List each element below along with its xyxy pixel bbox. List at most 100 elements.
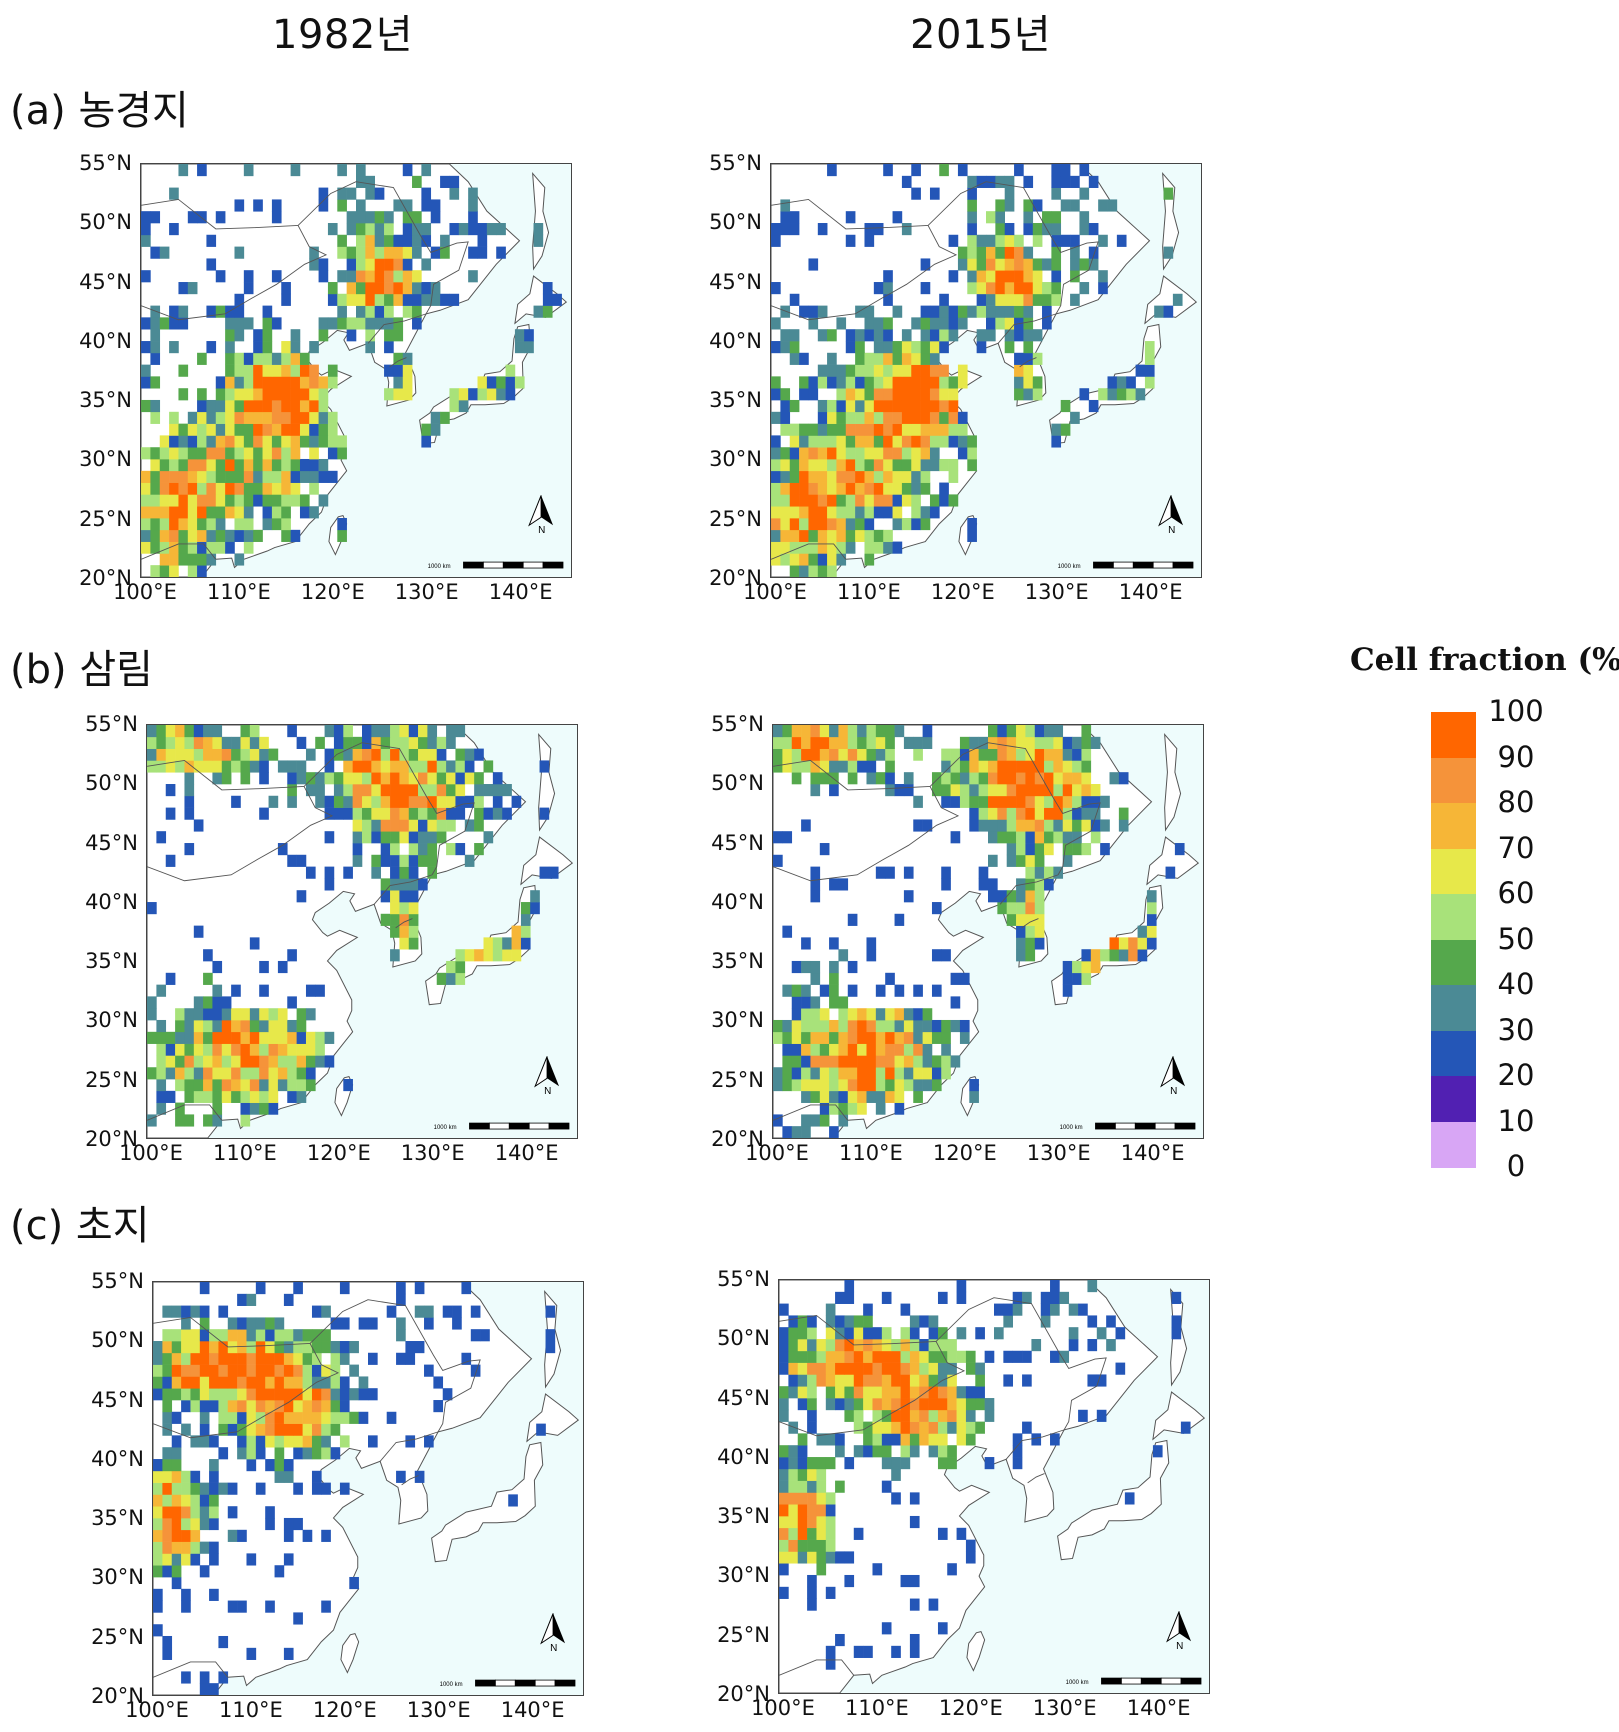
grid-cell [436,819,447,832]
lat-tick-label: 50°N [709,210,762,235]
grid-cell [283,1517,294,1531]
grid-cell [511,949,522,962]
grid-cell [847,748,858,761]
grid-cell [246,1329,257,1342]
grid-cell [181,1470,191,1483]
grid-cell [967,435,977,448]
grid-cell [873,282,884,295]
grid-cell [788,1515,799,1529]
grid-cell [502,937,512,950]
grid-cell [165,1090,176,1103]
grid-cell [209,1470,219,1483]
grid-cell [358,1388,369,1401]
grid-cell [356,258,366,271]
grid-cell [791,1067,802,1080]
grid-cell [184,1055,195,1068]
grid-cell [866,949,877,962]
grid-cell [1014,376,1024,389]
grid-cell [321,1529,331,1542]
grid-cell [193,1031,204,1044]
grid-cell [281,293,291,306]
grid-cell [1044,878,1054,891]
lat-tick-label: 20°N [709,566,762,590]
country-border [389,357,407,368]
grid-cell [836,447,847,460]
grid-cell [901,435,912,448]
grid-cell [181,1529,191,1542]
legend-swatch [1431,985,1476,1031]
grid-cell [969,1078,979,1092]
grid-cell [853,1421,864,1434]
grid-cell [255,1435,266,1448]
grid-cell [156,831,167,844]
grid-cell [390,902,400,915]
grid-cell [825,1398,836,1411]
lat-tick-label: 45°N [85,830,138,855]
grid-cell [1016,902,1026,915]
lat-tick-label: 40°N [79,328,132,353]
grid-cell [827,553,837,566]
grid-cell [969,819,979,832]
grid-cell [911,317,921,330]
grid-cell [789,506,800,519]
grid-cell [801,1114,811,1127]
grid-cell [857,1055,867,1068]
grid-cell [913,748,923,761]
grid-cell [881,1374,892,1387]
north-arrow-label: N [1170,1086,1177,1097]
grid-cell [1051,234,1062,247]
grid-cell [975,1398,985,1411]
grid-cell [346,223,357,236]
grid-cell [427,866,438,879]
grid-cell [362,760,372,773]
grid-cell [827,541,837,554]
grid-cell [234,482,245,495]
grid-cell [380,843,391,856]
grid-cell [218,1423,229,1436]
grid-cell [976,175,987,188]
grid-cell [920,506,931,519]
grid-cell [337,199,347,212]
grid-cell [190,1352,201,1365]
grid-cell [227,1411,238,1424]
grid-cell [863,1386,873,1399]
grid-cell [825,1645,836,1658]
grid-cell [782,1067,793,1080]
grid-cell [817,506,828,519]
grid-cell [872,1563,883,1576]
grid-cell [418,843,428,856]
grid-cell [414,1341,425,1354]
grid-cell [928,1433,939,1446]
grid-cell [1146,890,1157,903]
grid-cell [864,470,875,483]
grid-cell [836,553,847,566]
grid-cell [365,223,376,236]
grid-cell [171,1435,182,1448]
grid-cell [853,1527,864,1540]
grid-cell [780,223,791,236]
grid-cell [1016,937,1026,950]
grid-cell [771,223,781,236]
grid-cell [1050,1350,1060,1363]
grid-cell [464,760,475,773]
grid-cell [427,725,438,738]
grid-cell [243,352,254,365]
grid-cell [835,1350,845,1363]
grid-cell [421,164,432,177]
grid-cell [153,1470,163,1483]
grid-cell [190,1541,201,1554]
grid-cell [221,736,232,749]
grid-cell [855,494,865,507]
grid-cell [810,1019,821,1033]
grid-cell [881,1445,892,1458]
grid-cell [240,772,251,785]
grid-cell [864,223,875,236]
grid-cell [883,435,893,448]
grid-cell [913,1031,923,1044]
grid-cell [959,784,970,797]
grid-cell [825,1527,836,1540]
grid-cell [1042,258,1052,271]
country-border [1021,918,1039,929]
grid-cell [1144,364,1155,377]
grid-cell [365,187,376,200]
